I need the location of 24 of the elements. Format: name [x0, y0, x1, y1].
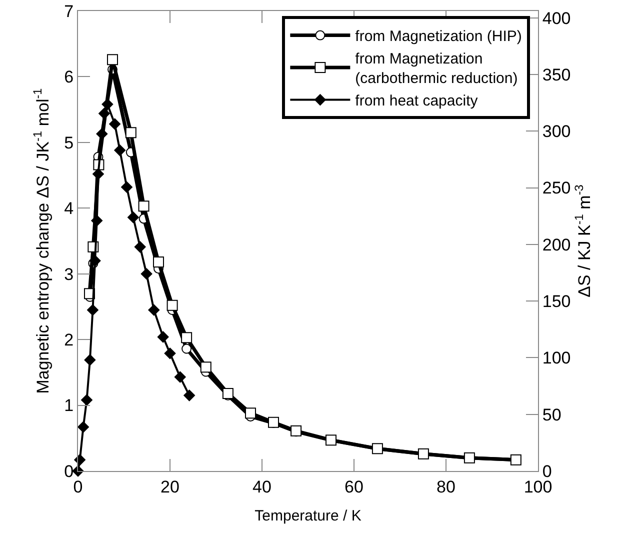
y2-tick-label: 100 — [542, 348, 571, 368]
x-axis-title: Temperature / K — [254, 507, 362, 524]
y2-tick-label: 200 — [542, 235, 571, 254]
y-tick-label: 2 — [64, 330, 74, 350]
y2-tick-label: 350 — [542, 65, 571, 84]
x-tick-label: 80 — [436, 477, 456, 496]
y-tick-label: 4 — [64, 199, 74, 218]
legend-label: from Magnetization (HIP) — [355, 28, 522, 46]
y2-tick-label: 50 — [542, 405, 562, 424]
y2-tick-label: 250 — [542, 178, 571, 198]
y-tick-label: 5 — [64, 133, 74, 152]
y-tick-label: 0 — [64, 462, 74, 481]
x-tick-label: 20 — [160, 477, 180, 496]
y-tick-label: 6 — [64, 68, 74, 87]
y-tick-label: 3 — [64, 264, 74, 284]
y2-tick-label: 150 — [542, 292, 571, 311]
y2-tick-label: 300 — [542, 122, 571, 142]
y2-tick-label: 400 — [542, 8, 571, 28]
x-tick-label: 60 — [344, 477, 364, 496]
y-tick-label: 1 — [64, 396, 74, 416]
legend-label: from Magnetization (carbothermic reduction) — [355, 50, 518, 88]
legend-label: from heat capacity — [355, 92, 478, 110]
y-tick-label: 7 — [64, 2, 74, 21]
x-tick-label: 40 — [252, 477, 272, 496]
